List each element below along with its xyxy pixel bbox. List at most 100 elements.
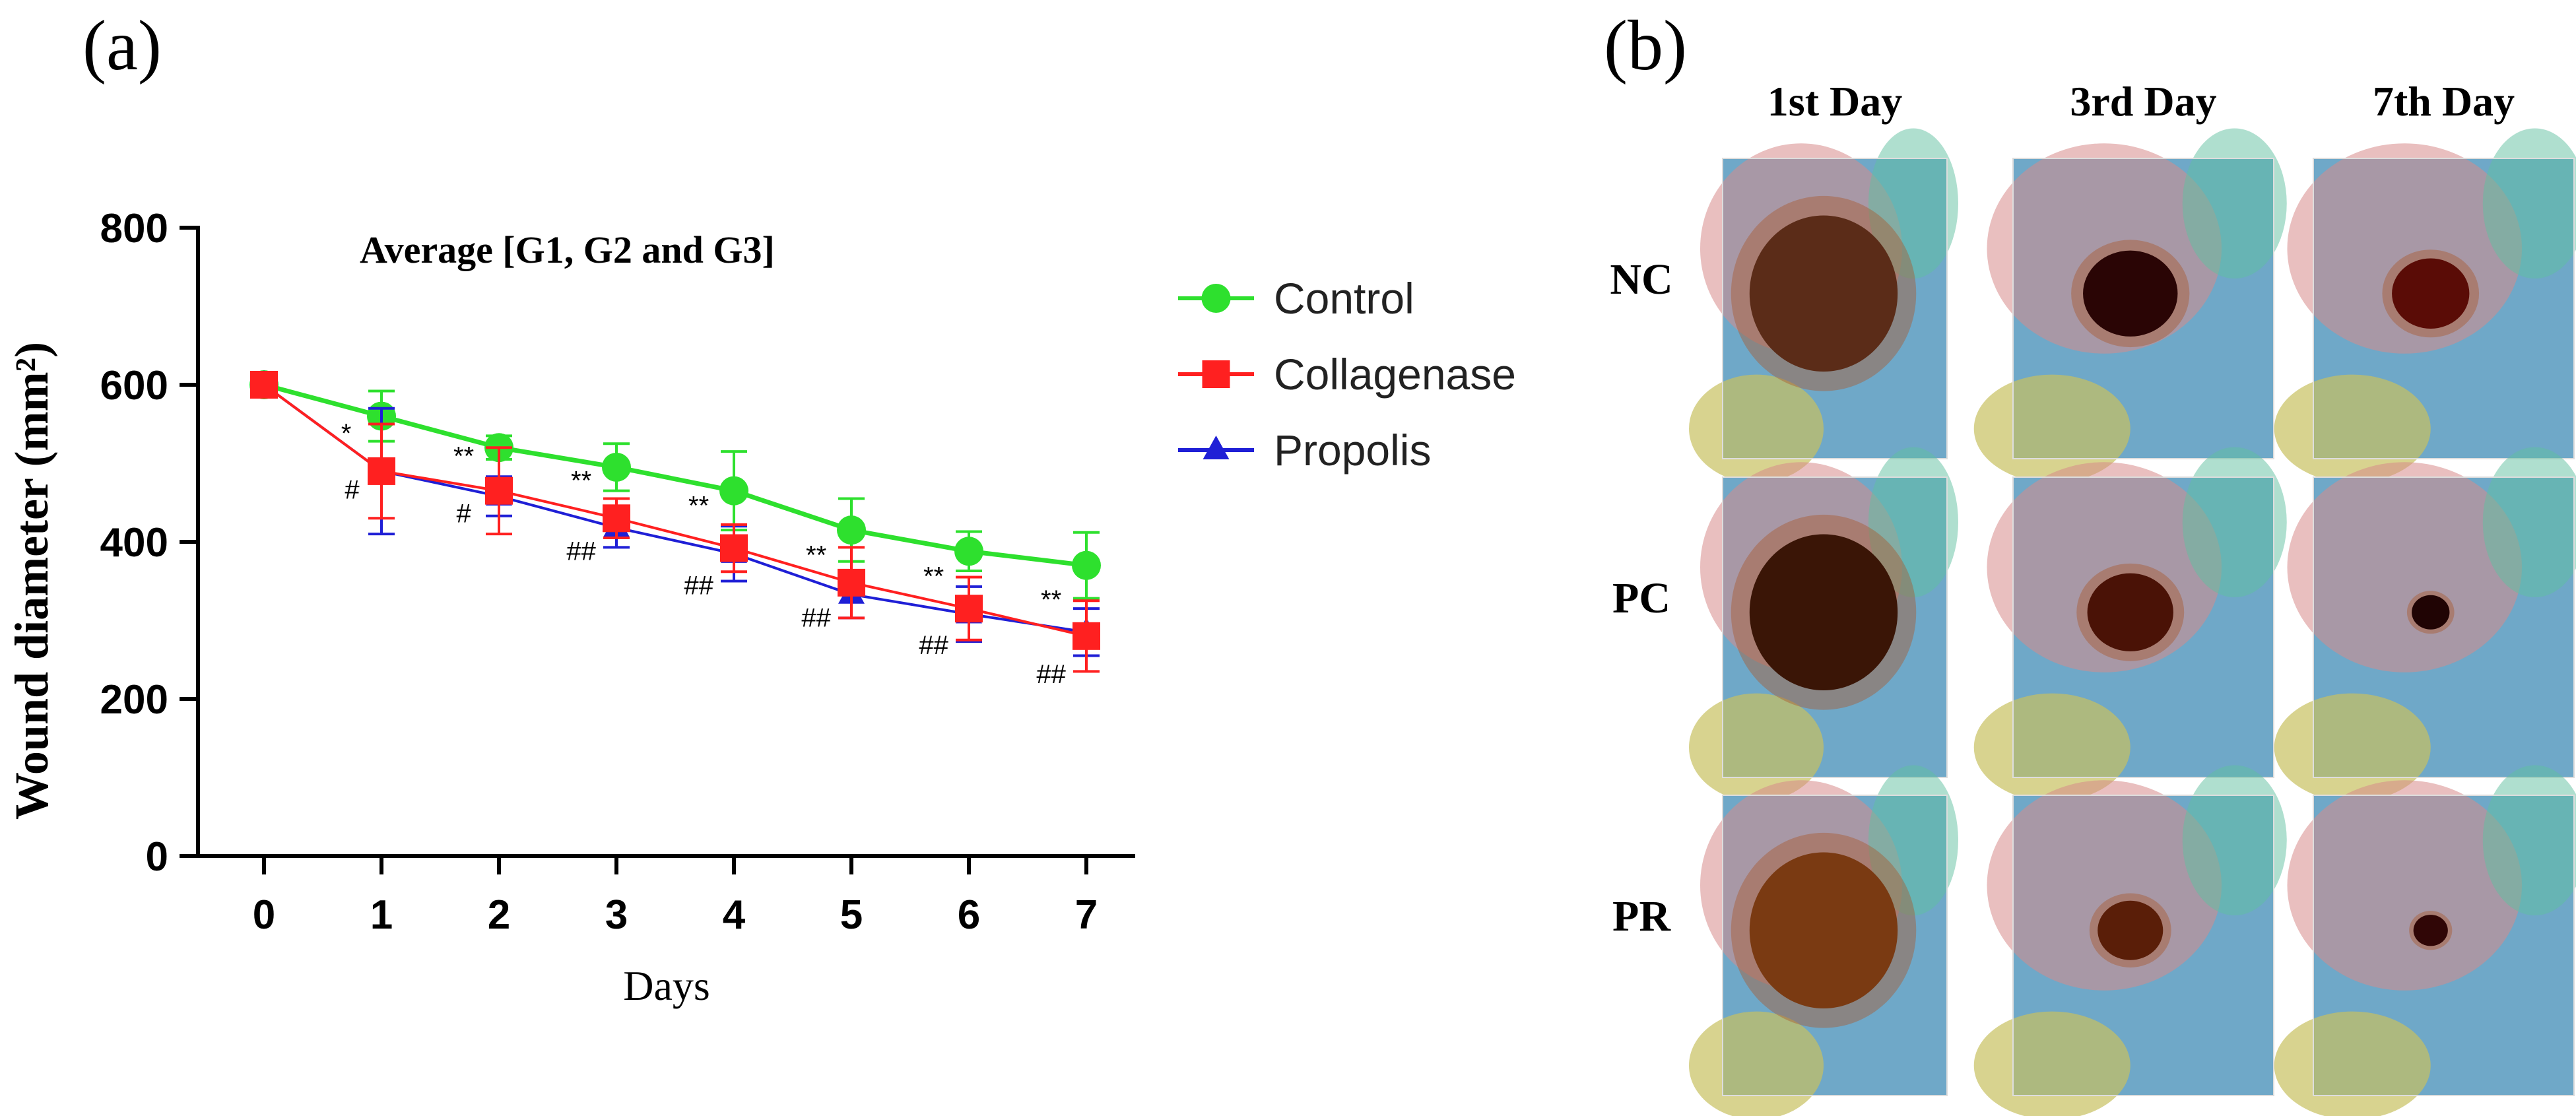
photo-border bbox=[1722, 476, 1948, 778]
legend-label: Control bbox=[1274, 274, 1414, 323]
data-point bbox=[1072, 550, 1101, 580]
wound bbox=[2413, 915, 2448, 946]
chart-title: Average [G1, G2 and G3] bbox=[360, 228, 775, 271]
fur-patch bbox=[2274, 1011, 2431, 1116]
skin-patch bbox=[2287, 462, 2522, 673]
significance-mark: ** bbox=[923, 562, 944, 591]
data-point bbox=[250, 371, 278, 399]
column-label: 3rd Day bbox=[2070, 78, 2216, 125]
significance-mark: ** bbox=[806, 541, 826, 570]
y-axis-title: Wound diameter (mm²) bbox=[5, 342, 58, 820]
photo-border bbox=[2313, 795, 2575, 1096]
y-tick-label: 200 bbox=[100, 677, 168, 723]
photo-border bbox=[2012, 795, 2274, 1096]
fur-patch bbox=[2482, 128, 2576, 279]
skin-patch bbox=[1987, 780, 2222, 991]
wound bbox=[2083, 250, 2178, 337]
row-label: NC bbox=[1610, 255, 1672, 304]
photo-border bbox=[2012, 476, 2274, 778]
legend-item-control: Control bbox=[1178, 274, 1414, 323]
wound-photo bbox=[2274, 765, 2576, 1116]
series-collagenase bbox=[250, 371, 1100, 673]
x-tick-label: 6 bbox=[958, 892, 980, 938]
fur-patch bbox=[1689, 1011, 1824, 1116]
x-tick-label: 0 bbox=[253, 892, 275, 938]
data-point bbox=[368, 457, 395, 485]
wound-photo bbox=[1973, 447, 2287, 802]
data-point bbox=[955, 595, 983, 623]
y-tick-label: 800 bbox=[100, 206, 168, 251]
fur-patch bbox=[2482, 447, 2576, 597]
panel-label-b: (b) bbox=[1604, 7, 1687, 85]
line-chart: Average [G1, G2 and G3] 0 200 400 600 800 0 1… bbox=[5, 206, 1516, 1009]
y-tick-label: 400 bbox=[100, 520, 168, 566]
wound bbox=[1749, 852, 1898, 1009]
fur-patch bbox=[2182, 765, 2287, 915]
data-point bbox=[954, 537, 983, 566]
wound bbox=[1749, 215, 1898, 372]
significance-mark: # bbox=[456, 499, 471, 528]
fur-patch bbox=[2182, 128, 2287, 279]
data-point bbox=[602, 452, 631, 482]
x-axis-title: Days bbox=[623, 962, 710, 1009]
significance-mark: ## bbox=[566, 537, 596, 566]
significance-mark: ## bbox=[1036, 660, 1066, 689]
wound-photo bbox=[1689, 447, 1958, 802]
fur-patch bbox=[1868, 447, 1958, 597]
x-tick-label: 7 bbox=[1075, 892, 1098, 938]
significance-mark: ## bbox=[684, 572, 713, 601]
axes: 0 200 400 600 800 0 1 2 3 4 5 6 7 bbox=[100, 206, 1135, 938]
skin-patch bbox=[2287, 780, 2522, 991]
data-point bbox=[485, 476, 513, 505]
data-point bbox=[838, 568, 865, 597]
data-point bbox=[720, 534, 748, 562]
row-label: PR bbox=[1612, 892, 1671, 940]
series-layer bbox=[249, 370, 1101, 673]
y-tick-label: 600 bbox=[100, 363, 168, 409]
legend-label: Collagenase bbox=[1274, 350, 1516, 399]
significance-mark: ## bbox=[919, 631, 948, 660]
significance-mark: ** bbox=[453, 442, 474, 471]
photo-border bbox=[1722, 795, 1948, 1096]
legend-marker bbox=[1201, 284, 1231, 313]
y-ticks: 0 200 400 600 800 bbox=[100, 206, 198, 880]
x-tick-label: 2 bbox=[488, 892, 510, 938]
legend-item-propolis: Propolis bbox=[1178, 426, 1431, 475]
column-label: 7th Day bbox=[2373, 78, 2515, 125]
significance-mark: ** bbox=[1041, 585, 1061, 614]
fur-patch bbox=[1868, 765, 1958, 915]
legend-marker bbox=[1202, 360, 1230, 388]
legend-label: Propolis bbox=[1274, 426, 1431, 475]
wound bbox=[2412, 595, 2450, 630]
wound-photo bbox=[1689, 128, 1958, 483]
data-point bbox=[1073, 622, 1100, 650]
wound-photo bbox=[2274, 447, 2576, 802]
legend: Control Collagenase Propolis bbox=[1178, 274, 1516, 475]
panel-label-a: (a) bbox=[83, 7, 162, 85]
significance-mark: ** bbox=[571, 466, 591, 495]
wound-photo bbox=[1689, 765, 1958, 1116]
significance-mark: ## bbox=[801, 604, 831, 633]
legend-marker bbox=[1203, 436, 1230, 459]
data-point bbox=[837, 515, 866, 545]
wound-photo bbox=[2274, 128, 2576, 483]
x-tick-label: 4 bbox=[723, 892, 746, 938]
data-point bbox=[719, 476, 748, 506]
significance-annotations: * # ** # ** ## ** ## ** ## ** ## ** ## bbox=[341, 419, 1067, 689]
wound-photo bbox=[1973, 765, 2287, 1116]
fur-patch bbox=[2482, 765, 2576, 915]
series-line bbox=[263, 382, 1087, 568]
wound bbox=[2392, 258, 2470, 329]
photo-border bbox=[1722, 158, 1948, 459]
y-tick-label: 0 bbox=[146, 834, 168, 880]
wound bbox=[2097, 900, 2163, 960]
fur-patch bbox=[1868, 128, 1958, 279]
fur-patch bbox=[1973, 1011, 2130, 1116]
x-tick-label: 3 bbox=[605, 892, 628, 938]
photo-border bbox=[2012, 158, 2274, 459]
column-label: 1st Day bbox=[1767, 78, 1902, 125]
photo-border bbox=[2313, 476, 2575, 778]
legend-item-collagenase: Collagenase bbox=[1178, 350, 1516, 399]
wound-photo-grid: 1st Day 3rd Day 7th Day NC PC PR bbox=[1610, 78, 2576, 1116]
x-tick-label: 5 bbox=[840, 892, 863, 938]
